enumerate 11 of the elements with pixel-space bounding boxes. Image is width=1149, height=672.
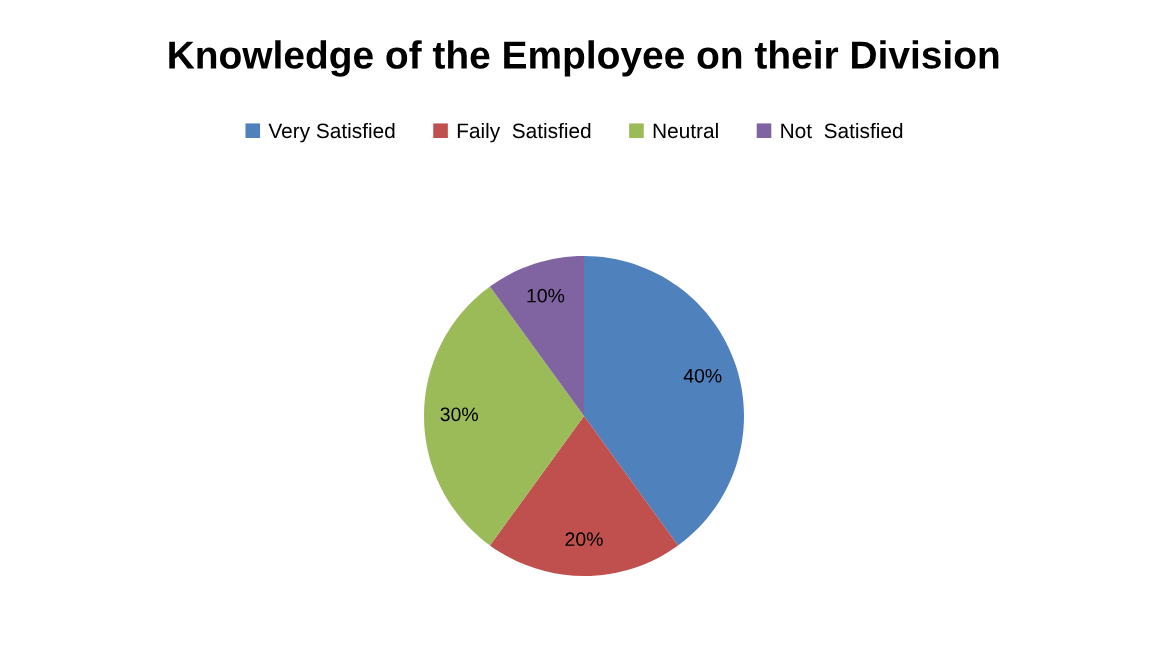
legend-label: Very Satisfied: [268, 122, 395, 143]
data-label: 10%: [527, 288, 565, 303]
pie-slice: [489, 256, 584, 416]
pie-slice: [489, 416, 679, 576]
legend-label: Faily Satisfied: [457, 122, 591, 143]
legend-label: Neutral: [653, 122, 718, 139]
chart-title: Knowledge of the Employee on their Division: [169, 40, 999, 77]
data-label: 40%: [683, 368, 722, 383]
legend-label: Not Satisfied: [781, 122, 903, 139]
data-label: 20%: [565, 532, 603, 547]
data-label: 30%: [440, 407, 478, 422]
